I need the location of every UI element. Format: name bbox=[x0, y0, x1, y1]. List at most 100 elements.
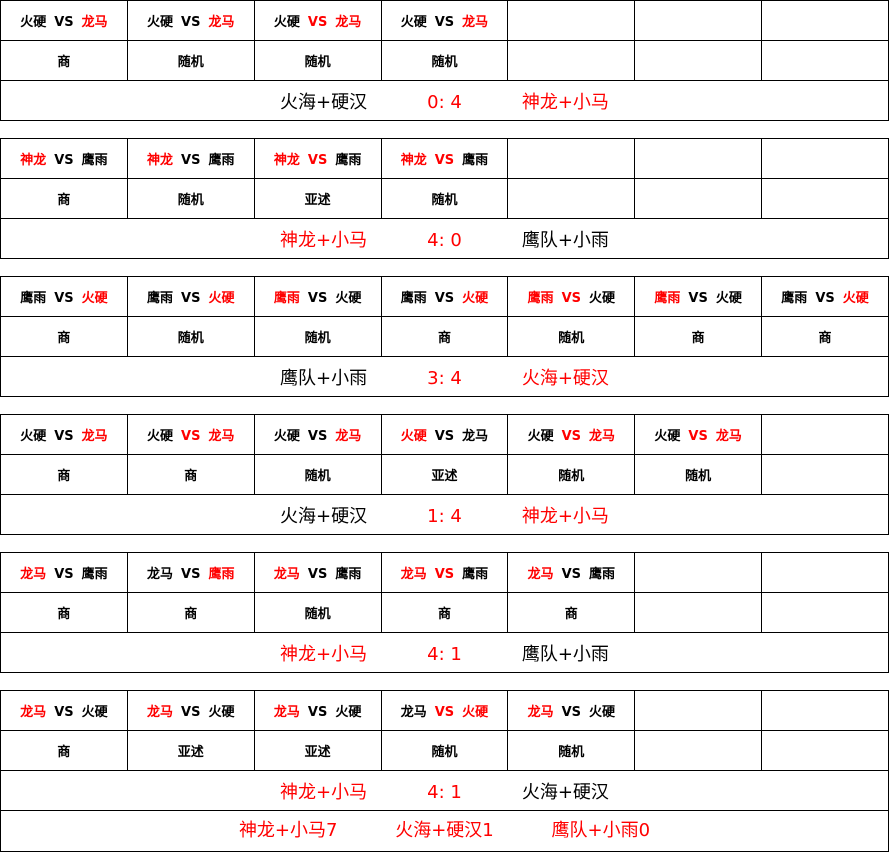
match-cell bbox=[634, 138, 763, 179]
vs-label: VS bbox=[434, 429, 455, 444]
team-name: 鹰雨 bbox=[273, 291, 300, 306]
vs-label: VS bbox=[54, 705, 74, 720]
vs-label: VS bbox=[434, 153, 455, 168]
match-row: 龙马 VS 火硬 龙马 VS 火硬 龙马 VS 火硬 龙马 VS 火硬 龙马 VS 火硬 bbox=[0, 690, 889, 731]
mode-cell: 商 bbox=[0, 178, 128, 219]
mode-cell: 商 bbox=[380, 316, 509, 357]
mode-cell: 商 bbox=[0, 730, 128, 771]
match-cell: 火硬 VS 龙马 bbox=[0, 0, 128, 41]
mode-cell: 随机 bbox=[253, 316, 382, 357]
vs-label: VS bbox=[434, 567, 455, 582]
team-name: 火硬 bbox=[335, 291, 362, 306]
score-value: 4: 1 bbox=[427, 781, 462, 803]
vs-label: VS bbox=[561, 429, 582, 444]
team-name: 龙马 bbox=[589, 429, 616, 444]
score-cell: 神龙+小马 4: 1 鹰队+小雨 bbox=[0, 632, 889, 673]
match-cell: 火硬 VS 龙马 bbox=[126, 414, 255, 455]
team-name: 龙马 bbox=[147, 567, 174, 582]
score-cell: 火海+硬汉 0: 4 神龙+小马 bbox=[0, 80, 889, 121]
match-cell: 火硬 VS 龙马 bbox=[253, 0, 382, 41]
team-left: 鹰队+小雨 bbox=[280, 367, 368, 389]
team-name: 鹰雨 bbox=[400, 291, 427, 306]
match-cell: 神龙 VS 鹰雨 bbox=[0, 138, 128, 179]
score-row: 神龙+小马 4: 1 鹰队+小雨 bbox=[0, 632, 889, 673]
team-right: 神龙+小马 bbox=[521, 91, 609, 113]
score-value: 4: 0 bbox=[427, 229, 462, 251]
match-cell: 火硬 VS 龙马 bbox=[634, 414, 763, 455]
score-value: 1: 4 bbox=[427, 505, 462, 527]
mode-cell: 随机 bbox=[253, 592, 382, 633]
mode-cell bbox=[634, 40, 763, 81]
mode-cell: 商 bbox=[0, 592, 128, 633]
vs-label: VS bbox=[434, 291, 455, 306]
team-name: 龙马 bbox=[20, 705, 47, 720]
team-right: 鹰队+小雨 bbox=[521, 229, 609, 251]
team-name: 火硬 bbox=[273, 429, 300, 444]
team-name: 火硬 bbox=[462, 291, 489, 306]
match-cell: 龙马 VS 火硬 bbox=[507, 690, 636, 731]
score-value: 4: 1 bbox=[427, 643, 462, 665]
team-name: 火硬 bbox=[589, 705, 616, 720]
vs-label: VS bbox=[688, 291, 708, 306]
vs-label: VS bbox=[54, 429, 74, 444]
team-name: 龙马 bbox=[527, 567, 554, 582]
team-name: 火硬 bbox=[654, 429, 681, 444]
vs-label: VS bbox=[54, 153, 74, 168]
vs-label: VS bbox=[307, 153, 328, 168]
vs-label: VS bbox=[307, 429, 328, 444]
match-cell bbox=[507, 0, 636, 41]
vs-label: VS bbox=[181, 567, 201, 582]
match-block: 龙马 VS 鹰雨 龙马 VS 鹰雨 龙马 VS 鹰雨 龙马 VS 鹰雨 龙马 VS 鹰雨商商随机商商神龙+小… bbox=[0, 552, 889, 673]
team-name: 火硬 bbox=[335, 705, 362, 720]
match-cell: 火硬 VS 龙马 bbox=[507, 414, 636, 455]
team-left: 火海+硬汉 bbox=[280, 505, 368, 527]
team-name: 龙马 bbox=[81, 15, 108, 30]
match-row: 火硬 VS 龙马 火硬 VS 龙马 火硬 VS 龙马 火硬 VS 龙马 bbox=[0, 0, 889, 41]
match-cell bbox=[507, 138, 636, 179]
score-cell: 鹰队+小雨 3: 4 火海+硬汉 bbox=[0, 356, 889, 397]
team-left: 神龙+小马 bbox=[280, 781, 368, 803]
vs-label: VS bbox=[181, 153, 201, 168]
match-cell: 火硬 VS 龙马 bbox=[380, 414, 509, 455]
match-cell bbox=[761, 414, 889, 455]
team-name: 神龙 bbox=[147, 153, 174, 168]
match-row: 龙马 VS 鹰雨 龙马 VS 鹰雨 龙马 VS 鹰雨 龙马 VS 鹰雨 龙马 VS 鹰雨 bbox=[0, 552, 889, 593]
match-cell: 龙马 VS 鹰雨 bbox=[507, 552, 636, 593]
team-name: 火硬 bbox=[81, 291, 108, 306]
team-name: 龙马 bbox=[400, 567, 427, 582]
team-name: 鹰雨 bbox=[335, 567, 362, 582]
score-row: 神龙+小马 4: 0 鹰队+小雨 bbox=[0, 218, 889, 259]
mode-cell: 商 bbox=[507, 592, 636, 633]
team-name: 龙马 bbox=[462, 429, 489, 444]
team-name: 火硬 bbox=[147, 429, 174, 444]
team-name: 鹰雨 bbox=[20, 291, 47, 306]
team-name: 龙马 bbox=[400, 705, 427, 720]
mode-row: 商随机 亚述 随机 bbox=[0, 178, 889, 219]
team-left: 神龙+小马 bbox=[280, 229, 368, 251]
team-name: 龙马 bbox=[20, 567, 47, 582]
mode-row: 商亚述 亚述 随机 随机 bbox=[0, 730, 889, 771]
mode-cell bbox=[634, 178, 763, 219]
match-cell: 鹰雨 VS 火硬 bbox=[761, 276, 889, 317]
match-cell bbox=[761, 552, 889, 593]
match-cell: 鹰雨 VS 火硬 bbox=[0, 276, 128, 317]
team-name: 龙马 bbox=[462, 15, 489, 30]
match-cell: 鹰雨 VS 火硬 bbox=[380, 276, 509, 317]
match-cell bbox=[761, 0, 889, 41]
match-row: 神龙 VS 鹰雨 神龙 VS 鹰雨 神龙 VS 鹰雨 神龙 VS 鹰雨 bbox=[0, 138, 889, 179]
mode-cell: 商 bbox=[761, 316, 889, 357]
mode-cell bbox=[761, 592, 889, 633]
team-name: 火硬 bbox=[273, 15, 300, 30]
match-cell: 神龙 VS 鹰雨 bbox=[253, 138, 382, 179]
team-name: 火硬 bbox=[147, 15, 174, 30]
vs-label: VS bbox=[561, 291, 582, 306]
match-cell: 龙马 VS 火硬 bbox=[380, 690, 509, 731]
team-name: 火硬 bbox=[527, 429, 554, 444]
team-left: 火海+硬汉 bbox=[280, 91, 368, 113]
vs-label: VS bbox=[54, 15, 74, 30]
team-right: 火海+硬汉 bbox=[521, 367, 609, 389]
score-cell: 火海+硬汉 1: 4 神龙+小马 bbox=[0, 494, 889, 535]
vs-label: VS bbox=[561, 567, 582, 582]
final-standings: 神龙+小马7 火海+硬汉1 鹰队+小雨0 bbox=[0, 810, 889, 852]
match-cell: 龙马 VS 火硬 bbox=[253, 690, 382, 731]
